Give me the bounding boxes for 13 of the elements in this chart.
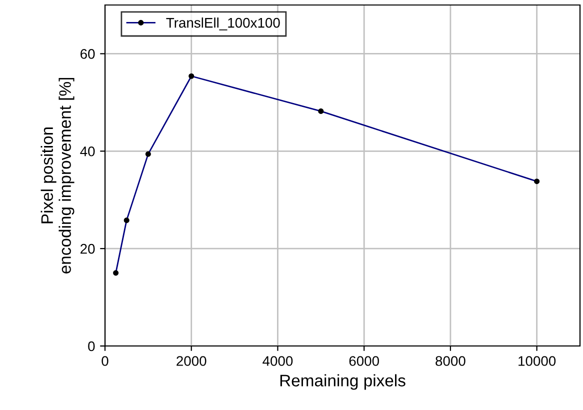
x-tick-label: 0 bbox=[102, 356, 108, 366]
legend-label: TranslEll_100x100 bbox=[166, 18, 280, 30]
y-tick-label: 0 bbox=[88, 341, 95, 352]
x-axis-title: Remaining pixels bbox=[280, 374, 406, 390]
y-tick-label: 20 bbox=[80, 244, 95, 254]
x-tick-label: 6000 bbox=[349, 356, 379, 366]
x-tick-label: 2000 bbox=[176, 356, 206, 366]
x-tick-label: 10000 bbox=[518, 356, 556, 366]
x-tick-label: 4000 bbox=[262, 356, 293, 366]
x-tick-label: 8000 bbox=[436, 356, 466, 366]
y-tick-label: 40 bbox=[80, 146, 95, 156]
y-axis-title: Pixel position encoding improvement [%] bbox=[40, 78, 74, 274]
y-tick-label: 60 bbox=[80, 49, 95, 59]
